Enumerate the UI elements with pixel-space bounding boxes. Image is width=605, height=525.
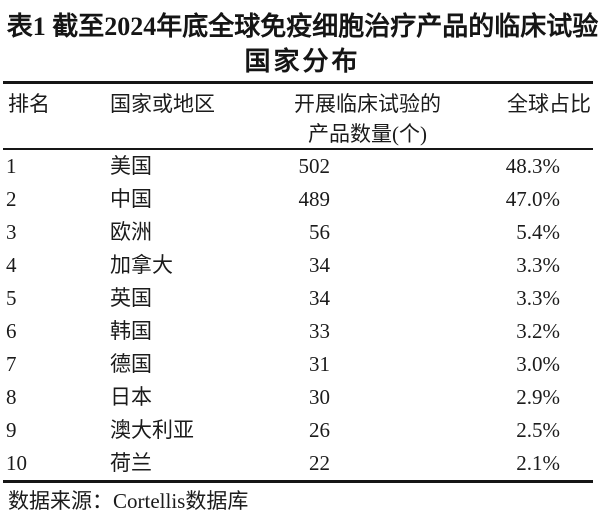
cell-rank: 7 [6, 352, 17, 376]
table-title-line2: 国家分布 [244, 47, 361, 76]
column-header-global-share: 全球占比 [507, 92, 591, 116]
cell-country: 中国 [110, 187, 152, 211]
table-row: 2 中国 489 47.0% [3, 183, 593, 216]
cell-share: 2.1% [516, 451, 560, 475]
cell-share: 3.2% [516, 319, 560, 343]
cell-share: 3.3% [516, 286, 560, 310]
cell-country: 英国 [110, 286, 152, 310]
data-source-note: 数据来源：Cortellis数据库 [8, 489, 249, 513]
cell-country: 欧洲 [110, 220, 152, 244]
table-row: 5 英国 34 3.3% [3, 282, 593, 315]
column-header-country: 国家或地区 [110, 92, 215, 116]
cell-share: 5.4% [516, 220, 560, 244]
table-row: 4 加拿大 34 3.3% [3, 249, 593, 282]
cell-count: 489 [298, 187, 331, 211]
cell-count: 34 [309, 286, 330, 310]
table-title: 表1 截至2024年底全球免疫细胞治疗产品的临床试验 国家分布 [0, 9, 605, 78]
table-row: 7 德国 31 3.0% [3, 348, 593, 381]
cell-share: 3.3% [516, 253, 560, 277]
table-row: 3 欧洲 56 5.4% [3, 216, 593, 249]
table-body: 1 美国 502 48.3% 2 中国 489 47.0% 3 欧洲 56 5.… [3, 150, 593, 480]
cell-rank: 6 [6, 319, 17, 343]
cell-share: 2.5% [516, 418, 560, 442]
cell-country: 德国 [110, 352, 152, 376]
cell-rank: 9 [6, 418, 17, 442]
cell-country: 韩国 [110, 319, 152, 343]
cell-count: 31 [309, 352, 330, 376]
table-row: 10 荷兰 22 2.1% [3, 447, 593, 480]
cell-count: 30 [309, 385, 330, 409]
cell-country: 加拿大 [110, 253, 173, 277]
table-row: 6 韩国 33 3.2% [3, 315, 593, 348]
cell-rank: 2 [6, 187, 17, 211]
table-header-row: 排名 国家或地区 开展临床试验的 产品数量(个) 全球占比 [3, 84, 593, 150]
cell-count: 22 [309, 451, 330, 475]
cell-rank: 5 [6, 286, 17, 310]
table-row: 8 日本 30 2.9% [3, 381, 593, 414]
cell-rank: 1 [6, 154, 17, 178]
cell-count: 56 [309, 220, 330, 244]
column-header-product-count: 开展临床试验的 产品数量(个) [294, 92, 441, 146]
cell-share: 47.0% [505, 187, 560, 211]
cell-country: 荷兰 [110, 451, 152, 475]
cell-count: 26 [309, 418, 330, 442]
table-row: 1 美国 502 48.3% [3, 150, 593, 183]
table-title-line1: 表1 截至2024年底全球免疫细胞治疗产品的临床试验 [6, 12, 599, 41]
cell-share: 3.0% [516, 352, 560, 376]
cell-count: 33 [309, 319, 330, 343]
data-table: 排名 国家或地区 开展临床试验的 产品数量(个) 全球占比 1 美国 502 4… [3, 81, 593, 483]
cell-rank: 8 [6, 385, 17, 409]
cell-share: 48.3% [505, 154, 560, 178]
table-row: 9 澳大利亚 26 2.5% [3, 414, 593, 447]
column-header-rank: 排名 [8, 92, 50, 116]
cell-country: 日本 [110, 385, 152, 409]
cell-share: 2.9% [516, 385, 560, 409]
cell-country: 美国 [110, 154, 152, 178]
cell-country: 澳大利亚 [110, 418, 194, 442]
cell-rank: 10 [6, 451, 27, 475]
cell-rank: 3 [6, 220, 17, 244]
cell-count: 34 [309, 253, 330, 277]
cell-count: 502 [298, 154, 331, 178]
cell-rank: 4 [6, 253, 17, 277]
